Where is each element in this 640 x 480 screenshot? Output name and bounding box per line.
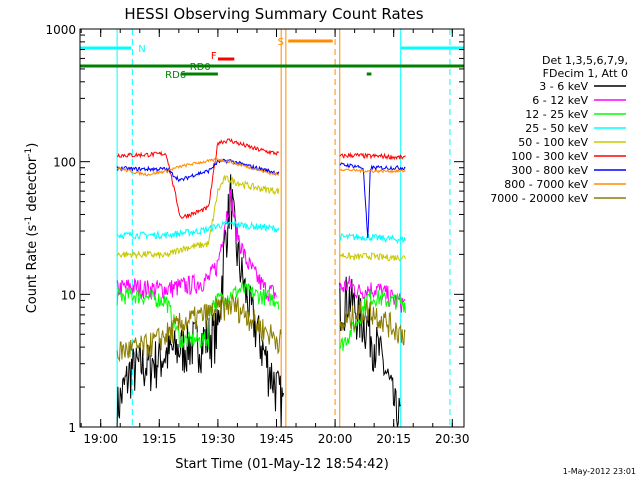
legend-label-2: 12 - 25 keV bbox=[525, 108, 588, 121]
plot-frame bbox=[79, 28, 465, 428]
y-axis-label-sup: -1 bbox=[24, 216, 34, 225]
series-6-segment-2 bbox=[339, 162, 406, 239]
legend-label-0: 3 - 6 keV bbox=[539, 80, 588, 93]
chart-title: HESSI Observing Summary Count Rates bbox=[124, 5, 423, 23]
series-0-segment-2 bbox=[339, 276, 401, 428]
y-axis-label-text: Count Rate (s bbox=[25, 225, 40, 314]
y-tick-label-3: 1000 bbox=[45, 23, 76, 37]
series-1-segment-2 bbox=[339, 275, 406, 313]
series-group bbox=[116, 138, 406, 428]
y-axis-label-tail: detector bbox=[25, 156, 40, 216]
series-3-segment-2 bbox=[339, 232, 406, 245]
legend-label-4: 50 - 100 keV bbox=[518, 136, 588, 149]
y-axis-label-end: ) bbox=[25, 143, 40, 148]
y-axis-label-sup2: -1 bbox=[24, 148, 34, 157]
series-8-segment-1 bbox=[116, 294, 282, 363]
series-7-segment-2 bbox=[339, 168, 406, 174]
F-label: F bbox=[211, 51, 217, 62]
RD6-label: RD6 bbox=[165, 70, 186, 81]
legend-header-2: FDecim 1, Att 0 bbox=[543, 67, 628, 80]
x-tick-label-4: 20:00 bbox=[318, 432, 353, 446]
series-4-segment-2 bbox=[339, 251, 406, 262]
legend-label-6: 300 - 800 keV bbox=[511, 164, 588, 177]
N-label: N bbox=[138, 44, 145, 55]
x-tick-label-1: 19:15 bbox=[142, 432, 177, 446]
axes: 19:00 19:15 19:30 19:45 20:00 20:15 20:30 1 10 10… bbox=[45, 23, 469, 446]
series-5-segment-1 bbox=[117, 138, 280, 220]
y-tick-label-2: 100 bbox=[53, 156, 76, 170]
legend-label-7: 800 - 7000 keV bbox=[504, 178, 588, 191]
series-2-segment-1 bbox=[116, 281, 280, 349]
x-tick-label-5: 20:15 bbox=[376, 432, 411, 446]
series-2-segment-2 bbox=[339, 289, 406, 352]
annotations: N F S RD0 RD6 bbox=[80, 37, 464, 81]
y-tick-label-0: 1 bbox=[68, 421, 76, 435]
series-6-segment-1 bbox=[116, 158, 280, 183]
footer-date: 1-May-2012 23:01 bbox=[563, 467, 636, 476]
x-tick-label-2: 19:30 bbox=[201, 432, 236, 446]
series-8-segment-2 bbox=[339, 299, 406, 346]
x-tick-label-0: 19:00 bbox=[83, 432, 118, 446]
y-tick-label-1: 10 bbox=[61, 288, 76, 302]
legend-header-1: Det 1,3,5,6,7,9, bbox=[542, 54, 628, 67]
series-1-segment-1 bbox=[116, 189, 277, 302]
series-3-segment-1 bbox=[116, 220, 280, 240]
x-tick-label-6: 20:30 bbox=[435, 432, 470, 446]
series-0-segment-1 bbox=[116, 174, 284, 428]
legend-label-5: 100 - 300 keV bbox=[511, 150, 588, 163]
RD0-label: RD0 bbox=[190, 62, 211, 73]
series-5-segment-2 bbox=[339, 151, 406, 161]
legend-label-3: 25 - 50 keV bbox=[525, 122, 588, 135]
S-label: S bbox=[278, 37, 284, 48]
legend: Det 1,3,5,6,7,9,FDecim 1, Att 03 - 6 keV… bbox=[490, 54, 628, 205]
series-7-segment-1 bbox=[117, 157, 280, 177]
x-axis-label: Start Time (01-May-12 18:54:42) bbox=[175, 457, 389, 472]
series-4-segment-1 bbox=[116, 174, 280, 260]
legend-label-1: 6 - 12 keV bbox=[532, 94, 588, 107]
y-axis-label: Count Rate (s-1 detector-1) bbox=[24, 143, 40, 314]
legend-label-8: 7000 - 20000 keV bbox=[490, 192, 588, 205]
x-tick-label-3: 19:45 bbox=[259, 432, 294, 446]
